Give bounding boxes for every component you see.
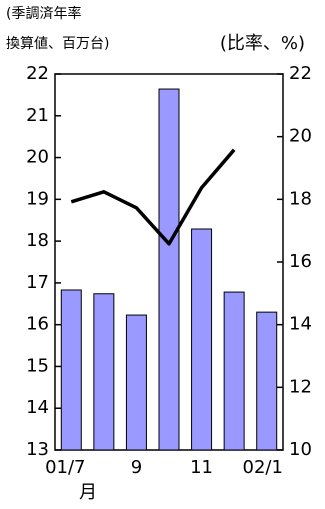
y2-tick-label: 16 [289,251,312,272]
y2-tick-label: 20 [289,126,312,147]
y2-tick-label: 18 [289,188,312,209]
y-tick-label: 18 [26,230,49,251]
bar [158,88,180,451]
bar [191,228,213,451]
y2-axis-label: (比率、%) [220,33,305,54]
y-tick-label: 14 [26,397,49,418]
x-unit-label: 月 [79,482,97,503]
x-tick-label: 9 [131,457,142,478]
y-axis-label: 換算値、百万台) [6,36,109,52]
line [70,148,236,246]
y-tick-label: 13 [26,439,49,460]
y-tick-label: 22 [26,63,49,84]
y-tick-label: 19 [26,188,49,209]
x-tick-label: 01/7 [45,457,85,478]
y-tick-label: 17 [26,272,49,293]
y-tick-label: 15 [26,355,49,376]
y-tick-label: 20 [26,147,49,168]
y-tick-label: 16 [26,314,49,335]
y2-tick-label: 22 [289,63,312,84]
bar [125,314,147,451]
y2-tick-label: 10 [289,439,312,460]
y-tick-label: 21 [26,105,49,126]
bar [93,293,115,451]
bar [223,291,245,451]
bar [60,289,82,451]
y-axis-label: (季調済年率 [6,5,81,22]
x-tick-label: 11 [190,457,213,478]
bar [256,311,278,451]
y2-tick-label: 12 [289,376,312,397]
y2-tick-label: 14 [289,314,312,335]
x-tick-label: 02/1 [243,457,283,478]
